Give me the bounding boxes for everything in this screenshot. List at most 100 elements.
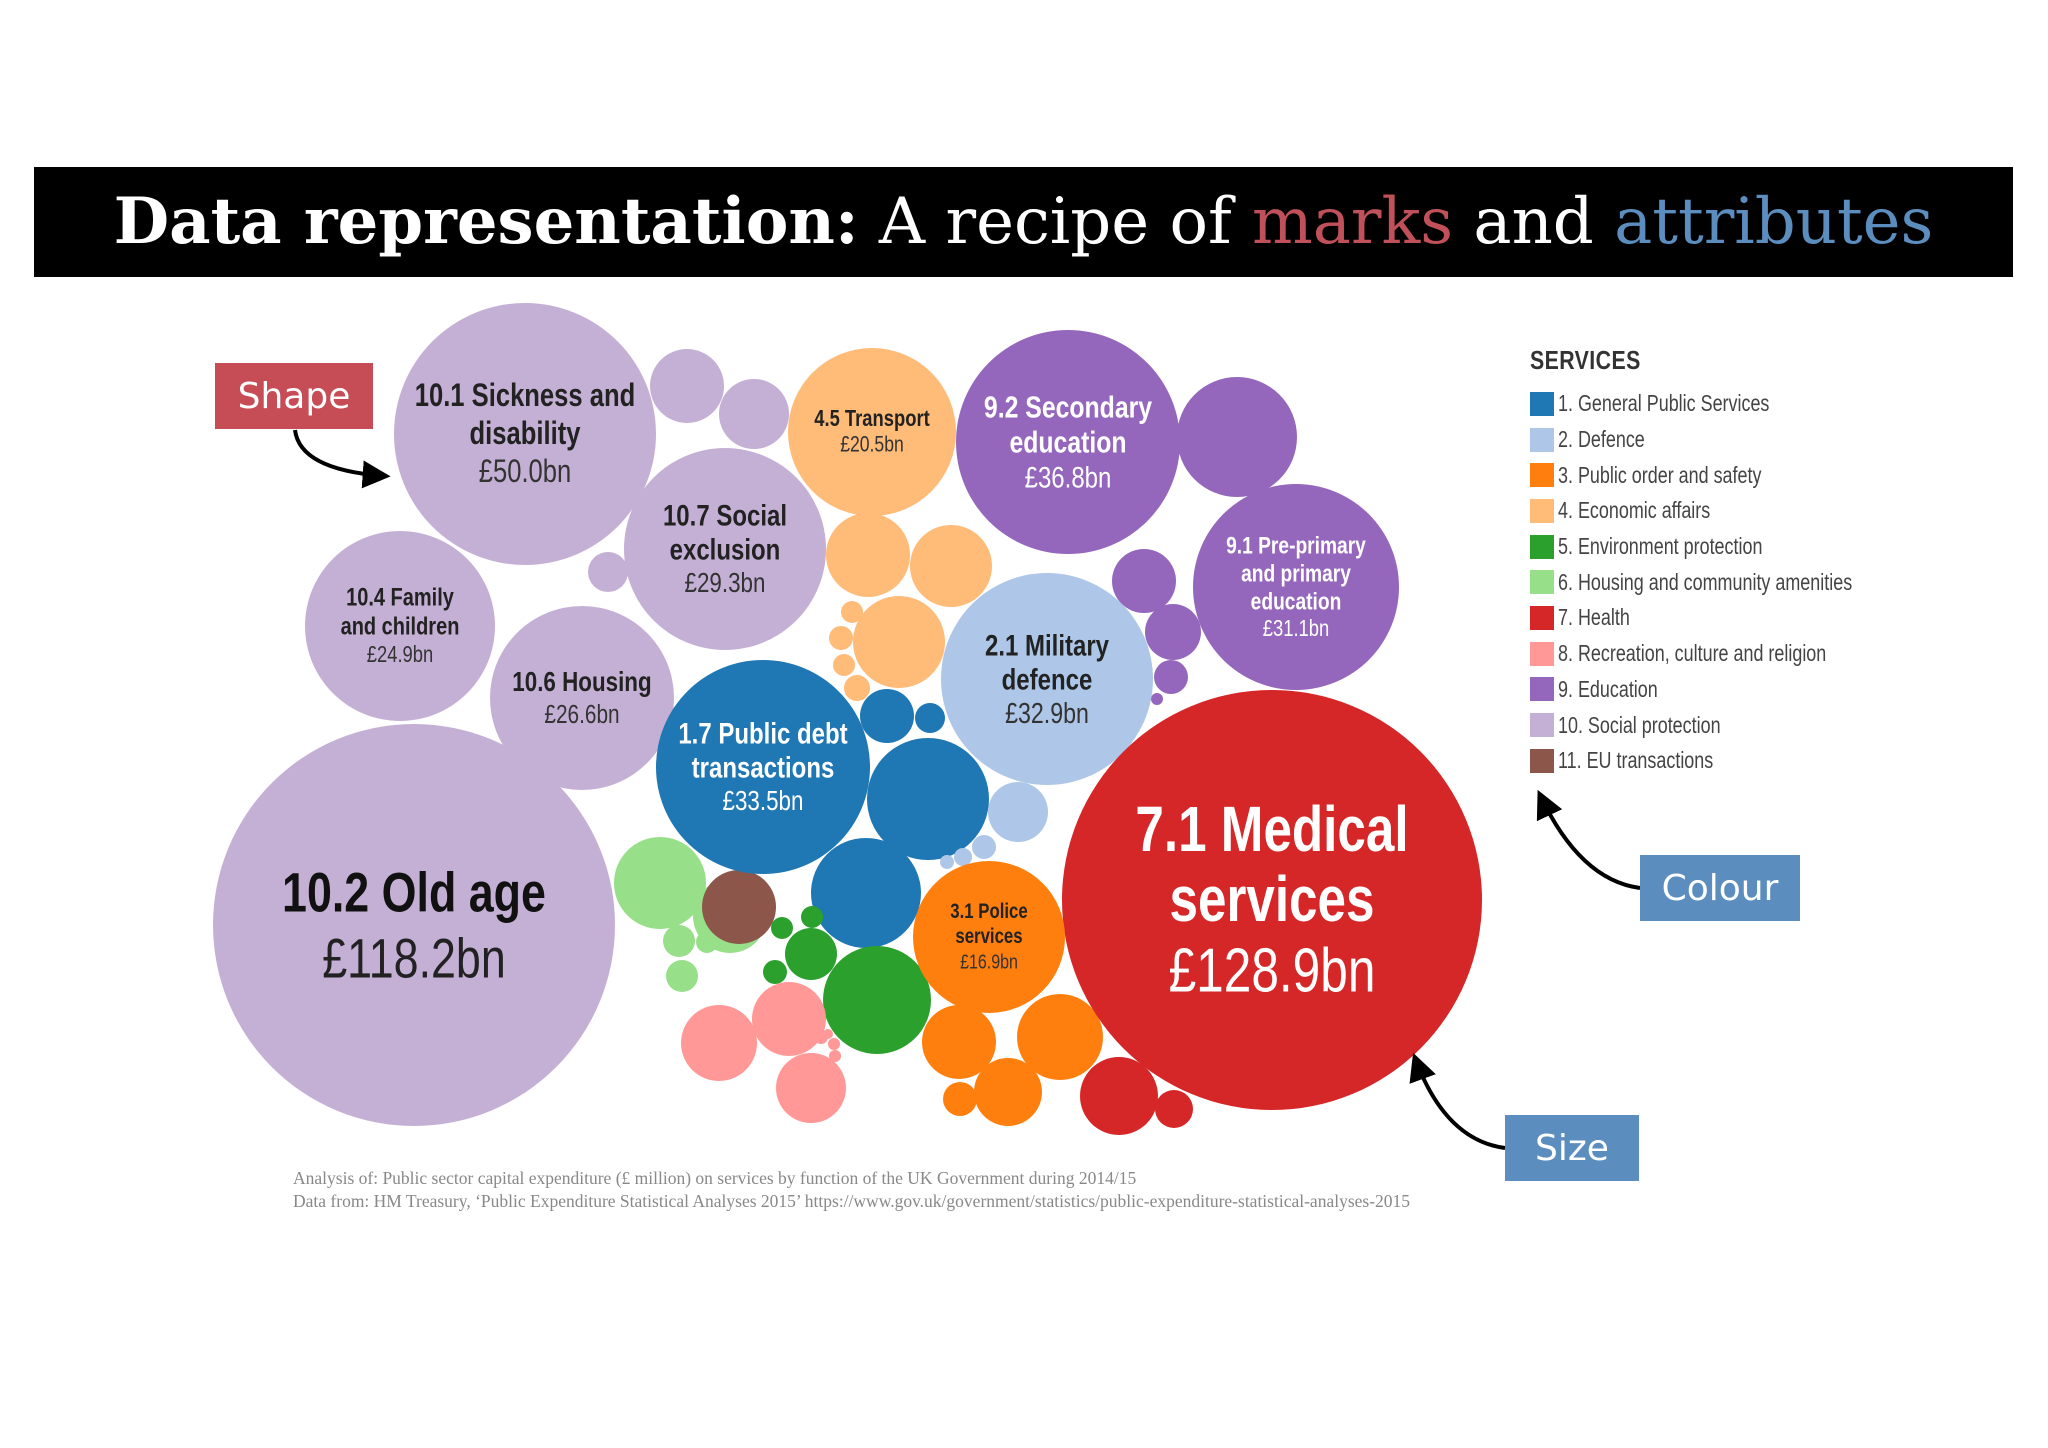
bubble-1 bbox=[624, 448, 826, 650]
bubble-unlabeled bbox=[719, 379, 789, 449]
legend-item: 6. Housing and community amenities bbox=[1530, 564, 1935, 600]
bubble-unlabeled bbox=[785, 928, 837, 980]
bubble-unlabeled bbox=[922, 1005, 996, 1079]
bubble-unlabeled bbox=[771, 917, 793, 939]
bubble-unlabeled bbox=[829, 626, 853, 650]
bubble-label-value: £16.9bn bbox=[960, 951, 1018, 973]
title-bold: Data representation: bbox=[113, 184, 859, 259]
bubble-label-value: £31.1bn bbox=[1263, 616, 1329, 641]
legend-swatch bbox=[1530, 463, 1554, 488]
footnote: Analysis of: Public sector capital expen… bbox=[293, 1167, 1410, 1213]
bubble-unlabeled bbox=[910, 525, 992, 607]
bubble-label-name: 2.1 Military bbox=[985, 628, 1109, 662]
footnote-line-1: Analysis of: Public sector capital expen… bbox=[293, 1168, 1137, 1188]
callout-arrows bbox=[293, 429, 1641, 1150]
title-attributes: attributes bbox=[1614, 185, 1934, 259]
legend-label: 11. EU transactions bbox=[1558, 747, 1714, 774]
legend-swatch bbox=[1530, 391, 1554, 416]
bubble-unlabeled bbox=[1154, 660, 1188, 694]
bubble-label-value: £32.9bn bbox=[1005, 696, 1089, 729]
bubble-unlabeled bbox=[829, 1050, 841, 1062]
bubble-label-name: 4.5 Transport bbox=[814, 406, 930, 431]
bubble-label-name: and children bbox=[341, 612, 460, 640]
size-callout: Size bbox=[1505, 1115, 1639, 1181]
bubble-unlabeled bbox=[853, 596, 945, 688]
legend-item: 10. Social protection bbox=[1530, 707, 1935, 743]
title-banner: Data representation: A recipe of marks a… bbox=[34, 167, 2013, 277]
bubble-6 bbox=[490, 606, 674, 790]
bubble-unlabeled bbox=[752, 982, 826, 1056]
legend-item: 7. Health bbox=[1530, 600, 1935, 636]
bubble-label-name: disability bbox=[470, 416, 581, 451]
bubble-unlabeled bbox=[823, 1029, 833, 1039]
bubble-unlabeled bbox=[801, 906, 823, 928]
bubble-unlabeled bbox=[702, 870, 776, 944]
bubble-label-value: £20.5bn bbox=[840, 433, 904, 457]
bubble-label-name: 10.6 Housing bbox=[512, 667, 651, 698]
bubble-label-value: £29.3bn bbox=[685, 568, 766, 599]
bubble-unlabeled bbox=[650, 349, 724, 423]
bubble-unlabeled bbox=[988, 782, 1048, 842]
bubble-label-value: £118.2bn bbox=[322, 927, 506, 990]
legend: SERVICES 1. General Public Services 2. De… bbox=[1530, 345, 1935, 779]
legend-swatch bbox=[1530, 427, 1554, 452]
legend-label: 6. Housing and community amenities bbox=[1558, 568, 1853, 595]
legend-swatch bbox=[1530, 534, 1554, 559]
legend-item: 5. Environment protection bbox=[1530, 529, 1935, 565]
bubble-unlabeled bbox=[696, 931, 718, 953]
legend-swatch bbox=[1530, 570, 1554, 595]
bubble-label-name: education bbox=[1009, 425, 1126, 459]
shape-arrow bbox=[293, 429, 391, 489]
bubble-unlabeled bbox=[1017, 994, 1103, 1080]
bubble-label-name: education bbox=[1251, 587, 1342, 615]
title-part1: A recipe of bbox=[858, 185, 1252, 259]
bubble-unlabeled bbox=[844, 675, 870, 701]
bubble-unlabeled bbox=[833, 654, 855, 676]
legend-title: SERVICES bbox=[1530, 345, 1641, 375]
bubble-unlabeled bbox=[663, 925, 695, 957]
bubble-11 bbox=[913, 861, 1065, 1013]
title-marks: marks bbox=[1252, 185, 1454, 259]
bubble-8 bbox=[656, 660, 870, 874]
legend-label: 3. Public order and safety bbox=[1558, 461, 1762, 488]
legend-items: 1. General Public Services 2. Defence 3. P… bbox=[1530, 386, 1935, 779]
footnote-line-2: Data from: HM Treasury, ‘Public Expendit… bbox=[293, 1191, 1411, 1211]
bubble-unlabeled bbox=[974, 1058, 1042, 1126]
legend-swatch bbox=[1530, 641, 1554, 666]
bubble-unlabeled bbox=[763, 960, 787, 984]
bubble-unlabeled bbox=[811, 838, 921, 948]
legend-label: 5. Environment protection bbox=[1558, 533, 1763, 560]
legend-label: 7. Health bbox=[1558, 604, 1630, 631]
bubble-unlabeled bbox=[1155, 1090, 1193, 1128]
bubble-unlabeled bbox=[826, 513, 910, 597]
bubble-unlabeled bbox=[915, 703, 945, 733]
bubble-unlabeled bbox=[940, 855, 954, 869]
bubble-unlabeled bbox=[943, 1082, 977, 1116]
title-part2: and bbox=[1453, 185, 1615, 259]
bubble-unlabeled bbox=[1080, 1057, 1158, 1135]
legend-label: 1. General Public Services bbox=[1558, 390, 1770, 417]
legend-item: 4. Economic affairs bbox=[1530, 493, 1935, 529]
legend-swatch bbox=[1530, 677, 1554, 702]
bubble-unlabeled bbox=[972, 835, 996, 859]
legend-label: 4. Economic affairs bbox=[1558, 497, 1711, 524]
bubble-unlabeled bbox=[1177, 377, 1297, 497]
bubble-label-name: 7.1 Medical bbox=[1135, 795, 1408, 866]
legend-swatch bbox=[1530, 713, 1554, 738]
bubble-label-value: £26.6bn bbox=[544, 700, 619, 729]
bubble-9 bbox=[213, 724, 615, 1126]
bubble-10 bbox=[1062, 690, 1482, 1110]
legend-item: 9. Education bbox=[1530, 672, 1935, 708]
legend-label: 9. Education bbox=[1558, 675, 1658, 702]
bubble-unlabeled bbox=[1112, 549, 1176, 613]
bubble-label-name: services bbox=[1170, 865, 1375, 936]
bubble-label-name: 3.1 Police bbox=[950, 900, 1027, 923]
legend-swatch bbox=[1530, 498, 1554, 523]
bubble-unlabeled bbox=[841, 601, 863, 623]
bubble-unlabeled bbox=[954, 848, 972, 866]
bubble-label-name: 10.1 Sickness and bbox=[415, 378, 636, 413]
legend-swatch bbox=[1530, 605, 1554, 630]
bubble-label-name: exclusion bbox=[670, 532, 781, 566]
bubble-label-name: 10.2 Old age bbox=[282, 861, 546, 924]
bubble-label-name: transactions bbox=[692, 750, 835, 784]
